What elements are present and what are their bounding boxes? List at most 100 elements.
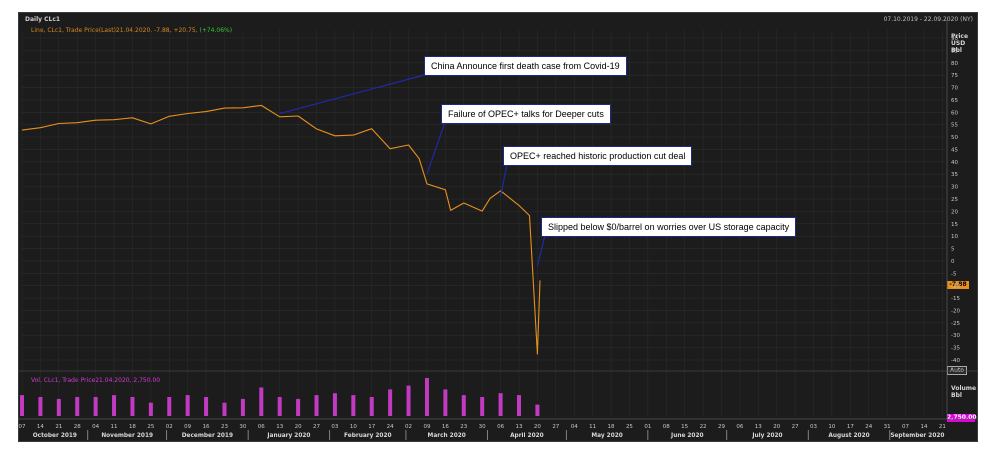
y-tick-label: -5: [951, 271, 957, 277]
annotation-leader-line: [279, 73, 429, 115]
volume-bar: [240, 398, 245, 416]
volume-bar: [535, 404, 540, 416]
x-tick-label: 29: [718, 424, 725, 430]
volume-bar: [222, 402, 227, 416]
y-tick-label: -10: [951, 284, 960, 290]
x-tick-label: 27: [313, 424, 320, 430]
volume-bar: [38, 397, 43, 416]
x-tick-label: 07: [902, 424, 909, 430]
y-tick-label: 80: [951, 61, 958, 67]
volume-bar: [167, 397, 172, 416]
volume-bar: [369, 397, 374, 416]
x-tick-label: 20: [534, 424, 541, 430]
x-tick-label: 23: [460, 424, 467, 430]
volume-bar: [112, 395, 117, 416]
x-tick-label: 10: [350, 424, 357, 430]
volume-bar: [277, 397, 282, 416]
current-volume-badge: 2,750.00: [947, 414, 977, 422]
x-tick-label: 13: [276, 424, 283, 430]
y-tick-label: 60: [951, 110, 958, 116]
x-tick-label: 27: [792, 424, 799, 430]
y-tick-label: 35: [951, 172, 958, 178]
x-tick-label: 18: [129, 424, 136, 430]
y-tick-label: 45: [951, 147, 958, 153]
x-tick-label: 16: [203, 424, 210, 430]
x-tick-label: 17: [368, 424, 375, 430]
y-tick-label: 55: [951, 123, 958, 129]
month-label: November 2019: [101, 433, 153, 439]
x-tick-label: 21: [939, 424, 946, 430]
x-tick-label: 06: [497, 424, 504, 430]
volume-axis-title-line: Bbl: [951, 392, 962, 399]
y-tick-label: 10: [951, 234, 958, 240]
volume-bar: [424, 378, 429, 416]
volume-bar: [461, 395, 466, 416]
x-tick-label: 14: [920, 424, 927, 430]
x-tick-label: 24: [865, 424, 872, 430]
legend-price-change: (+74.06%): [199, 27, 233, 34]
auto-scale-button[interactable]: Auto: [947, 366, 967, 375]
annotation-label: China Announce first death case from Cov…: [424, 56, 627, 76]
x-tick-label: 30: [479, 424, 486, 430]
month-label: March 2020: [428, 433, 466, 439]
x-tick-label: 09: [423, 424, 430, 430]
x-tick-label: 11: [589, 424, 596, 430]
month-label: August 2020: [828, 433, 869, 439]
chart-title: Daily CLc1: [25, 16, 61, 23]
y-tick-label: 20: [951, 209, 958, 215]
volume-bar: [443, 389, 448, 416]
x-tick-label: 28: [74, 424, 81, 430]
x-tick-label: 16: [442, 424, 449, 430]
annotation-label: Failure of OPEC+ talks for Deeper cuts: [441, 104, 611, 124]
annotation-leader-line: [536, 234, 546, 267]
price-axis-title: Price USD Bbl: [951, 33, 968, 54]
x-tick-label: 13: [516, 424, 523, 430]
x-tick-label: 23: [221, 424, 228, 430]
x-tick-label: 08: [663, 424, 670, 430]
volume-bar: [498, 393, 503, 416]
y-tick-label: 25: [951, 197, 958, 203]
volume-bar: [517, 395, 521, 416]
y-tick-label: -15: [951, 296, 960, 302]
y-tick-label: -40: [951, 358, 960, 364]
x-tick-label: 04: [571, 424, 578, 430]
volume-bar: [296, 398, 301, 416]
x-tick-label: 17: [847, 424, 854, 430]
x-tick-label: 02: [405, 424, 412, 430]
x-tick-label: 06: [736, 424, 743, 430]
y-tick-label: 0: [951, 259, 955, 265]
y-tick-label: -20: [951, 308, 960, 314]
x-tick-label: 15: [681, 424, 688, 430]
price-axis-title-line: Price: [951, 33, 969, 40]
x-tick-label: 22: [700, 424, 707, 430]
annotation-label: Slipped below $0/barrel on worries over …: [541, 217, 797, 237]
x-tick-label: 03: [810, 424, 817, 430]
volume-bar: [406, 385, 411, 416]
x-tick-label: 02: [166, 424, 173, 430]
x-tick-label: 31: [884, 424, 891, 430]
x-tick-label: 18: [608, 424, 615, 430]
x-tick-label: 13: [755, 424, 762, 430]
current-price-badge: -7.88: [947, 281, 969, 289]
y-tick-label: 90: [951, 36, 958, 42]
x-tick-label: 25: [626, 424, 633, 430]
month-label: July 2020: [751, 433, 782, 439]
x-tick-label: 20: [295, 424, 302, 430]
y-tick-label: 65: [951, 98, 958, 104]
y-tick-label: 75: [951, 73, 958, 79]
volume-bar: [93, 397, 98, 416]
volume-axis-title: Volume Bbl: [951, 385, 976, 399]
y-tick-label: 30: [951, 185, 958, 191]
x-tick-label: 24: [387, 424, 394, 430]
x-tick-label: 21: [55, 424, 62, 430]
y-tick-label: 85: [951, 48, 958, 54]
volume-bar: [130, 397, 135, 416]
x-tick-label: 20: [773, 424, 780, 430]
volume-axis-title-line: Volume: [951, 385, 977, 392]
month-label: September 2020: [890, 433, 944, 439]
x-tick-label: 30: [239, 424, 246, 430]
x-tick-label: 14: [37, 424, 44, 430]
x-tick-label: 04: [92, 424, 99, 430]
x-tick-label: 01: [644, 424, 651, 430]
y-tick-label: 70: [951, 86, 958, 92]
